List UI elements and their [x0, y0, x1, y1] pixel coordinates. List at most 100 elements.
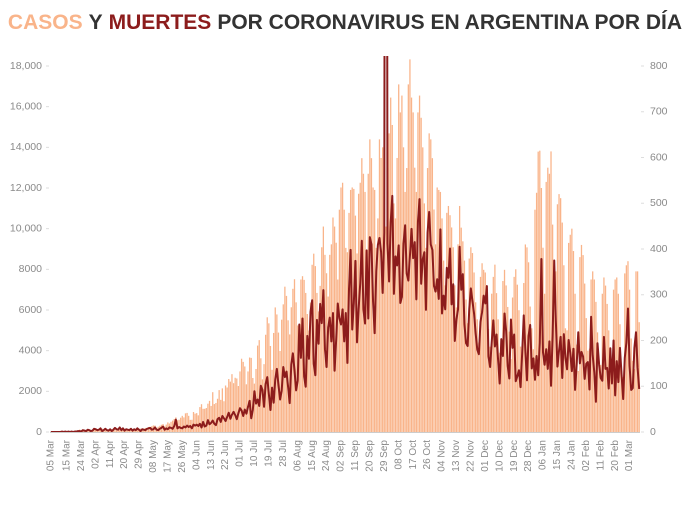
- bar: [411, 98, 412, 432]
- bar: [478, 343, 479, 432]
- bar: [230, 382, 231, 432]
- bar: [178, 420, 179, 432]
- bar: [616, 277, 617, 432]
- bar: [388, 133, 389, 432]
- bar: [472, 253, 473, 432]
- bar: [396, 158, 397, 432]
- x-tick-label: 02 Apr: [90, 439, 101, 469]
- bar: [578, 371, 579, 432]
- bar: [582, 255, 583, 432]
- bar: [342, 183, 343, 432]
- bar: [483, 270, 484, 432]
- x-tick-label: 17 May: [162, 440, 173, 473]
- bar: [395, 218, 396, 432]
- bar: [512, 298, 513, 432]
- bar: [584, 284, 585, 432]
- bar: [594, 280, 595, 433]
- bar: [222, 388, 223, 432]
- bar: [534, 210, 535, 432]
- bar: [219, 390, 220, 432]
- x-tick-label: 20 Sep: [364, 440, 375, 472]
- x-tick-label: 24 Mar: [76, 439, 87, 471]
- x-tick-label: 11 Feb: [595, 440, 606, 471]
- y2-tick-label: 600: [650, 151, 668, 163]
- x-tick-label: 20 Apr: [119, 439, 130, 469]
- bar: [214, 404, 215, 432]
- bar: [360, 183, 361, 432]
- x-tick-label: 10 Jul: [249, 440, 260, 467]
- bar: [469, 259, 470, 432]
- bar: [243, 362, 244, 432]
- y-tick-label: 8000: [19, 263, 43, 275]
- x-tick-label: 11 Sep: [350, 440, 361, 471]
- bar: [562, 223, 563, 432]
- bar: [448, 206, 449, 432]
- x-tick-label: 11 Apr: [105, 439, 116, 468]
- bar: [167, 422, 168, 432]
- bar: [217, 399, 218, 432]
- title-part: POR CORONAVIRUS EN ARGENTINA POR DÍA: [217, 11, 682, 34]
- bar: [549, 174, 550, 432]
- bar: [380, 158, 381, 432]
- bar: [116, 430, 117, 432]
- bar: [443, 261, 444, 432]
- bar: [239, 371, 240, 432]
- y2-tick-label: 400: [650, 243, 668, 255]
- x-tick-label: 02 Sep: [336, 440, 347, 472]
- bar: [414, 168, 415, 432]
- x-tick-label: 29 Apr: [134, 439, 145, 469]
- bar: [538, 152, 539, 432]
- bar: [231, 374, 232, 432]
- y2-tick-label: 700: [650, 106, 668, 118]
- x-tick-label: 15 Mar: [61, 439, 72, 471]
- bar: [284, 287, 285, 432]
- bar: [251, 358, 252, 432]
- bar: [570, 235, 571, 432]
- y2-tick-label: 500: [650, 197, 668, 209]
- bar: [438, 190, 439, 432]
- bar: [571, 229, 572, 432]
- x-tick-label: 22 Jun: [220, 440, 231, 470]
- x-tick-label: 01 Mar: [624, 439, 635, 471]
- bar: [433, 210, 434, 432]
- bar: [560, 198, 561, 432]
- y-tick-label: 4000: [19, 344, 43, 356]
- bar: [114, 430, 115, 432]
- bar: [186, 413, 187, 432]
- bar: [494, 265, 495, 432]
- x-tick-label: 15 Aug: [307, 440, 318, 471]
- x-tick-label: 22 Nov: [465, 440, 476, 472]
- x-tick-label: 17 Oct: [408, 440, 419, 470]
- bar: [257, 346, 258, 432]
- x-tick-label: 29 Sep: [379, 440, 390, 472]
- bar: [424, 203, 425, 432]
- title-part: Y: [89, 11, 103, 34]
- x-tick-label: 01 Jul: [235, 440, 246, 467]
- bar: [228, 379, 229, 432]
- bar: [275, 307, 276, 432]
- bar: [286, 296, 287, 432]
- bar: [328, 297, 329, 432]
- bar: [207, 404, 208, 432]
- bar: [568, 243, 569, 432]
- bar: [212, 392, 213, 432]
- bar: [259, 340, 260, 432]
- bar: [429, 133, 430, 432]
- title-part: MUERTES: [109, 11, 212, 34]
- x-tick-label: 10 Dec: [494, 440, 505, 472]
- y-tick-label: 14,000: [10, 141, 42, 153]
- bar: [182, 416, 183, 432]
- y2-tick-label: 200: [650, 334, 668, 346]
- bar: [430, 139, 431, 432]
- bar: [270, 346, 271, 432]
- x-tick-label: 28 Dec: [523, 440, 534, 472]
- bar: [183, 417, 184, 432]
- bar: [480, 277, 481, 432]
- bar: [180, 418, 181, 432]
- bar: [573, 251, 574, 432]
- bar: [432, 158, 433, 432]
- bar: [267, 317, 268, 432]
- x-tick-label: 20 Feb: [610, 440, 621, 472]
- bar: [437, 187, 438, 432]
